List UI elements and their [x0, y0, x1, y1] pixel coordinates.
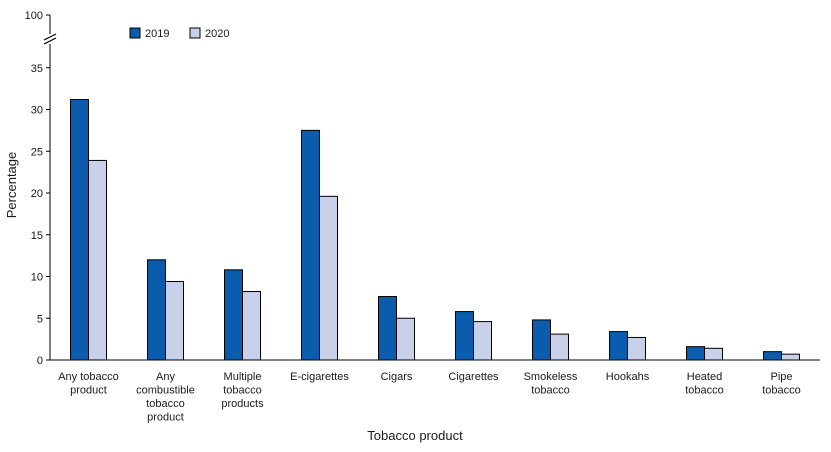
x-tick-label: Multiple tobacco products: [221, 371, 264, 410]
legend: 2019 2020: [129, 27, 229, 40]
y-tick-label: 30: [31, 105, 43, 117]
axis-break-mark: [43, 33, 57, 41]
bar-2019-2: [224, 269, 243, 361]
x-tick-label: Heated tobacco: [685, 371, 724, 397]
y-tick-label: 0: [37, 355, 43, 367]
legend-swatch-2020: [189, 27, 201, 39]
legend-label-2020: 2020: [205, 28, 229, 40]
bar-2019-0: [70, 98, 89, 361]
bar-2020-1: [165, 281, 184, 361]
y-tick-label: 35: [31, 63, 43, 75]
x-tick-label: Cigars: [381, 371, 413, 383]
bar-2020-0: [88, 159, 107, 361]
axis-break-mark: [43, 37, 57, 45]
bar-2019-3: [301, 129, 320, 361]
x-tick-label: Pipe tobacco: [762, 371, 801, 397]
bar-2019-5: [455, 311, 474, 361]
x-tick-label: Any combustible tobacco product: [136, 371, 195, 424]
x-tick-label: Smokeless tobacco: [524, 371, 578, 397]
bar-2019-8: [686, 346, 705, 361]
x-tick-label: Cigarettes: [448, 371, 499, 383]
legend-label-2019: 2019: [145, 28, 169, 40]
x-tick-label: Hookahs: [606, 371, 650, 383]
y-tick-label: 10: [31, 272, 43, 284]
bar-2020-4: [396, 317, 415, 361]
x-axis: Any tobacco product Any combustible tobacco p…: [50, 359, 820, 424]
bar-2019-4: [378, 296, 397, 361]
y-axis: 0 5 10 15 20 25 30 35 100: [25, 10, 57, 367]
y-tick-label: 15: [31, 230, 43, 242]
y-tick-label: 100: [25, 10, 43, 22]
bar-2020-9: [781, 353, 800, 361]
x-tick-label: Any tobacco product: [58, 371, 119, 397]
bar-2019-9: [763, 351, 782, 361]
bar-2020-2: [242, 291, 261, 361]
bar-2019-7: [609, 331, 628, 361]
bar-2020-5: [473, 321, 492, 361]
y-axis-title: Percentage: [4, 152, 19, 219]
bar-2020-6: [550, 333, 569, 361]
bar-2020-7: [627, 336, 646, 361]
legend-swatch-2019: [129, 27, 141, 39]
bar-2019-1: [147, 259, 166, 361]
bars: [70, 98, 800, 361]
y-tick-label: 5: [37, 313, 43, 325]
bar-2020-8: [704, 347, 723, 361]
y-tick-label: 20: [31, 188, 43, 200]
x-axis-title: Tobacco product: [367, 428, 463, 443]
y-tick-label: 25: [31, 146, 43, 158]
x-tick-label: E-cigarettes: [290, 371, 349, 383]
bar-2019-6: [532, 319, 551, 361]
bar-2020-3: [319, 195, 338, 361]
